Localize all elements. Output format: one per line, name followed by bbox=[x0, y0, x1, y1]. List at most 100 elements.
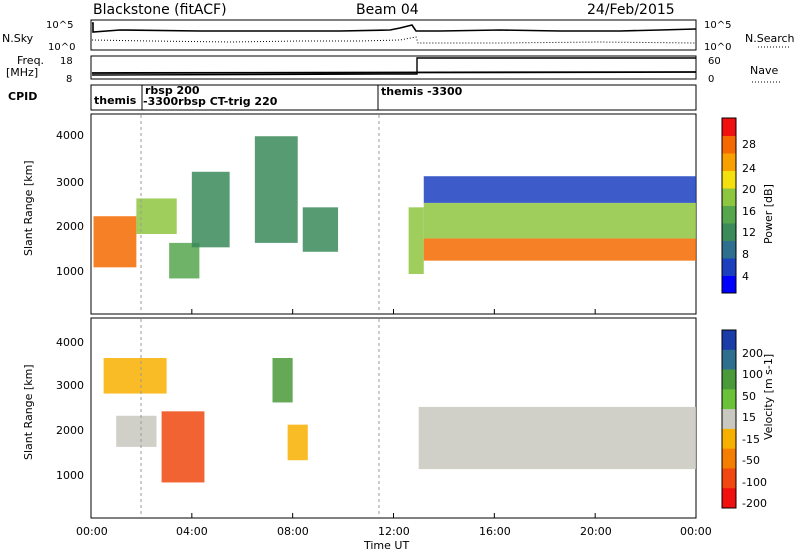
nsearch-label: N.Search bbox=[745, 32, 795, 45]
x-tick-0000: 00:00 bbox=[76, 525, 108, 538]
velocity-ytick-1000: 1000 bbox=[56, 469, 84, 482]
velocity-colorbar-step bbox=[722, 369, 736, 390]
nsky-line bbox=[92, 22, 697, 33]
velocity-feature-1 bbox=[116, 415, 157, 447]
velocity-cbar-tick-m100: -100 bbox=[742, 476, 767, 489]
power-feature-8 bbox=[423, 202, 696, 239]
x-tick-0400: 04:00 bbox=[176, 525, 208, 538]
power-feature-0 bbox=[93, 216, 137, 268]
velocity-colorbar-step bbox=[722, 389, 736, 410]
date-title: 24/Feb/2015 bbox=[587, 2, 675, 18]
power-ylabel: Slant Range [km] bbox=[22, 160, 35, 256]
freq-tick-high: 18 bbox=[60, 56, 73, 67]
power-colorbar-label: Power [dB] bbox=[762, 184, 775, 244]
velocity-colorbar-step bbox=[722, 488, 736, 509]
velocity-colorbar bbox=[721, 329, 737, 509]
velocity-colorbar-step bbox=[722, 409, 736, 430]
x-axis-label: Time UT bbox=[363, 539, 409, 552]
power-feature-9 bbox=[423, 176, 696, 203]
freq-line bbox=[91, 71, 697, 74]
power-cbar-tick-28: 28 bbox=[742, 138, 756, 151]
beam-title: Beam 04 bbox=[356, 2, 419, 18]
nsky-panel: N.Sky 10^5 10^0 N.Search 10^5 10^0 bbox=[2, 19, 795, 53]
cpid-label: CPID bbox=[8, 90, 37, 103]
velocity-cbar-tick-50: 50 bbox=[742, 390, 756, 403]
power-feature-5 bbox=[302, 207, 339, 252]
velocity-feature-3 bbox=[272, 358, 293, 403]
cpid-panel: CPID themis rbsp 200 -3300rbsp CT-trig 2… bbox=[8, 84, 697, 111]
x-tick-1200: 12:00 bbox=[378, 525, 410, 538]
nave-tick-low: 0 bbox=[708, 74, 714, 85]
power-feature-4 bbox=[254, 136, 298, 243]
cpid-entry-themis-3300: themis -3300 bbox=[381, 85, 463, 98]
velocity-ylabel: Slant Range [km] bbox=[22, 364, 35, 460]
velocity-colorbar-label: Velocity [m s-1] bbox=[762, 354, 775, 440]
nave-label: Nave bbox=[750, 64, 778, 77]
power-cbar-tick-20: 20 bbox=[742, 183, 756, 196]
power-data-layer bbox=[93, 136, 696, 279]
power-panel: Slant Range [km] 4000 3000 2000 1000 Pow… bbox=[22, 113, 775, 315]
x-axis: 00:00 04:00 08:00 12:00 16:00 20:00 00:0… bbox=[76, 525, 712, 552]
power-cbar-tick-24: 24 bbox=[742, 162, 756, 175]
velocity-panel: Slant Range [km] 4000 3000 2000 1000 Vel… bbox=[22, 317, 775, 519]
x-tick-1600: 16:00 bbox=[479, 525, 511, 538]
power-feature-3 bbox=[191, 171, 230, 248]
velocity-colorbar-step bbox=[722, 428, 736, 450]
power-feature-7 bbox=[423, 238, 696, 261]
x-tick-2000: 20:00 bbox=[580, 525, 612, 538]
velocity-data-layer bbox=[103, 358, 696, 483]
velocity-colorbar-step bbox=[722, 330, 736, 351]
velocity-cbar-tick-m50: -50 bbox=[742, 454, 760, 467]
freq-unit: [MHz] bbox=[6, 66, 38, 79]
power-ytick-1000: 1000 bbox=[56, 265, 84, 278]
nsearch-tick-high: 10^5 bbox=[704, 20, 731, 31]
velocity-feature-5 bbox=[103, 358, 167, 394]
velocity-cbar-tick-200: 200 bbox=[742, 347, 763, 360]
velocity-feature-0 bbox=[161, 411, 205, 483]
power-colorbar bbox=[721, 117, 737, 294]
power-colorbar-step bbox=[722, 153, 736, 171]
cpid-entry-rbsp200: rbsp 200 bbox=[145, 84, 200, 97]
power-ytick-4000: 4000 bbox=[56, 129, 84, 142]
freq-label: Freq. bbox=[17, 54, 44, 67]
velocity-colorbar-step bbox=[722, 468, 736, 489]
nsky-tick-low: 10^0 bbox=[48, 42, 75, 53]
nsky-tick-high: 10^5 bbox=[46, 20, 73, 31]
power-feature-2 bbox=[169, 242, 200, 279]
freq-tick-low: 8 bbox=[66, 74, 72, 85]
velocity-colorbar-step bbox=[722, 448, 736, 469]
cpid-entry-themis: themis bbox=[94, 94, 137, 107]
velocity-ytick-3000: 3000 bbox=[56, 379, 84, 392]
velocity-ytick-2000: 2000 bbox=[56, 424, 84, 437]
velocity-cbar-tick-15: 15 bbox=[742, 411, 756, 424]
power-colorbar-step bbox=[722, 205, 736, 224]
power-colorbar-step bbox=[722, 223, 736, 241]
velocity-cbar-tick-m200: -200 bbox=[742, 497, 767, 510]
x-tick-2400: 00:00 bbox=[680, 525, 712, 538]
velocity-feature-4 bbox=[418, 406, 696, 470]
power-feature-1 bbox=[136, 198, 177, 234]
velocity-colorbar-frame bbox=[721, 329, 737, 509]
nsearch-line bbox=[91, 36, 697, 44]
power-cbar-tick-4: 4 bbox=[742, 270, 749, 283]
velocity-ytick-4000: 4000 bbox=[56, 336, 84, 349]
cpid-entry-rbsp-ct: -3300rbsp CT-trig 220 bbox=[143, 95, 278, 108]
nsearch-tick-low: 10^0 bbox=[704, 42, 731, 53]
velocity-colorbar-step bbox=[722, 349, 736, 371]
velocity-feature-2 bbox=[287, 424, 308, 461]
power-colorbar-step bbox=[722, 170, 736, 189]
freq-panel: Freq. [MHz] 18 8 Nave 60 0 bbox=[6, 54, 780, 85]
power-colorbar-step bbox=[722, 275, 736, 294]
power-feature-6 bbox=[408, 207, 424, 274]
velocity-cbar-tick-100: 100 bbox=[742, 368, 763, 381]
power-colorbar-step bbox=[722, 258, 736, 276]
power-colorbar-step bbox=[722, 240, 736, 259]
power-colorbar-step bbox=[722, 188, 736, 206]
power-colorbar-step bbox=[722, 118, 736, 136]
power-ytick-3000: 3000 bbox=[56, 176, 84, 189]
nave-tick-high: 60 bbox=[708, 56, 721, 67]
power-cbar-tick-8: 8 bbox=[742, 248, 749, 261]
power-colorbar-step bbox=[722, 135, 736, 154]
nave-line bbox=[91, 57, 696, 76]
